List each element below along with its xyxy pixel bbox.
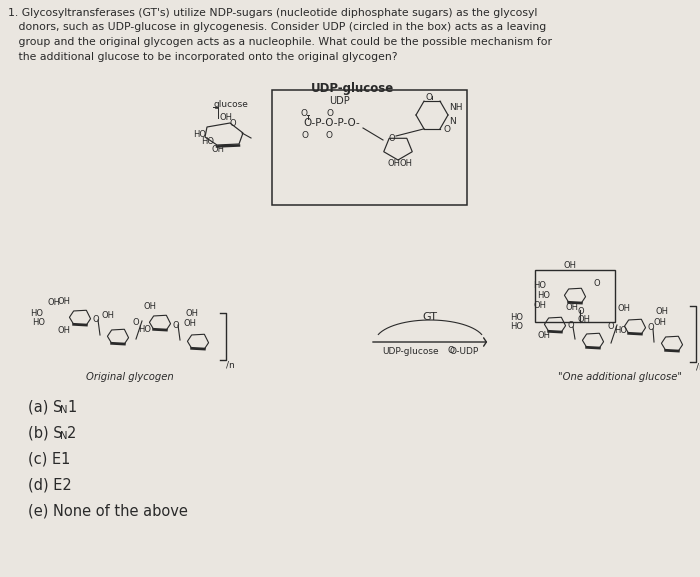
Text: OH: OH — [102, 311, 115, 320]
Text: HO: HO — [614, 326, 627, 335]
Text: (e) None of the above: (e) None of the above — [28, 504, 188, 519]
Text: O: O — [608, 322, 615, 331]
Text: 1. Glycosyltransferases (GT's) utilize NDP-sugars (nucleotide diphosphate sugars: 1. Glycosyltransferases (GT's) utilize N… — [8, 8, 538, 18]
Text: O: O — [426, 93, 433, 102]
Text: HO: HO — [30, 309, 43, 318]
Text: OH: OH — [48, 298, 61, 307]
Text: OH: OH — [219, 113, 232, 122]
Text: /n: /n — [696, 362, 700, 371]
Text: O: O — [302, 131, 309, 140]
Text: O: O — [648, 324, 654, 332]
Text: OH: OH — [565, 303, 578, 312]
Text: O: O — [92, 316, 99, 324]
Text: OH: OH — [577, 315, 590, 324]
Text: OH: OH — [144, 302, 157, 311]
Text: HO: HO — [537, 291, 550, 300]
Text: OH: OH — [400, 159, 413, 168]
Text: OH: OH — [617, 304, 630, 313]
Bar — [272, 90, 467, 205]
Text: O: O — [173, 320, 179, 329]
Text: OH: OH — [533, 301, 546, 310]
Text: HO: HO — [32, 318, 45, 327]
Text: UDP-glucose: UDP-glucose — [310, 82, 393, 95]
Text: /n: /n — [226, 360, 234, 369]
Text: (b) S: (b) S — [28, 426, 62, 441]
Text: OH: OH — [57, 326, 70, 335]
Text: OH: OH — [211, 145, 224, 154]
Text: OH: OH — [388, 159, 401, 168]
Text: (a) S: (a) S — [28, 400, 62, 415]
Text: 2: 2 — [67, 426, 76, 441]
Text: OH: OH — [563, 261, 576, 270]
Text: O: O — [593, 279, 600, 288]
Text: (c) E1: (c) E1 — [28, 452, 71, 467]
Text: (d) E2: (d) E2 — [28, 478, 71, 493]
Text: O: O — [326, 131, 332, 140]
Text: O: O — [447, 346, 454, 355]
Text: N: N — [449, 117, 456, 126]
Text: OH: OH — [58, 297, 71, 306]
Text: HO: HO — [510, 322, 523, 331]
Text: GT: GT — [423, 312, 438, 322]
Text: HO: HO — [193, 130, 206, 139]
Text: O: O — [444, 125, 451, 134]
Bar — [535, 270, 615, 322]
Text: group and the original glycogen acts as a nucleophile. What could be the possibl: group and the original glycogen acts as … — [8, 37, 552, 47]
Text: "One additional glucose": "One additional glucose" — [558, 372, 682, 382]
Text: HO: HO — [533, 281, 546, 290]
Text: O-P-O-P-O-: O-P-O-P-O- — [303, 118, 360, 128]
Text: HO: HO — [138, 325, 151, 334]
Text: O-UDP: O-UDP — [450, 347, 480, 356]
Text: O: O — [300, 109, 307, 118]
Text: N: N — [60, 405, 67, 415]
Text: O: O — [578, 307, 584, 316]
Text: UDP-glucose: UDP-glucose — [382, 347, 439, 356]
Text: O: O — [133, 318, 139, 327]
Text: donors, such as UDP-glucose in glycogenesis. Consider UDP (circled in the box) a: donors, such as UDP-glucose in glycogene… — [8, 23, 546, 32]
Text: OH: OH — [654, 318, 667, 327]
Text: UDP: UDP — [330, 96, 351, 106]
Text: Original glycogen: Original glycogen — [86, 372, 174, 382]
Text: NH: NH — [449, 103, 463, 112]
Text: O: O — [568, 321, 574, 330]
Text: OH: OH — [183, 319, 196, 328]
Text: N: N — [60, 431, 67, 441]
Text: OH: OH — [537, 331, 550, 340]
Text: O: O — [389, 134, 396, 143]
Text: OH: OH — [186, 309, 199, 318]
Text: the additional glucose to be incorporated onto the original glycogen?: the additional glucose to be incorporate… — [8, 51, 398, 62]
Text: glucose: glucose — [213, 100, 248, 109]
Text: 1: 1 — [67, 400, 76, 415]
Text: O: O — [230, 119, 237, 128]
Text: HO: HO — [201, 137, 214, 146]
Text: O: O — [326, 109, 333, 118]
Text: OH: OH — [655, 307, 668, 316]
Text: HO: HO — [510, 313, 523, 322]
